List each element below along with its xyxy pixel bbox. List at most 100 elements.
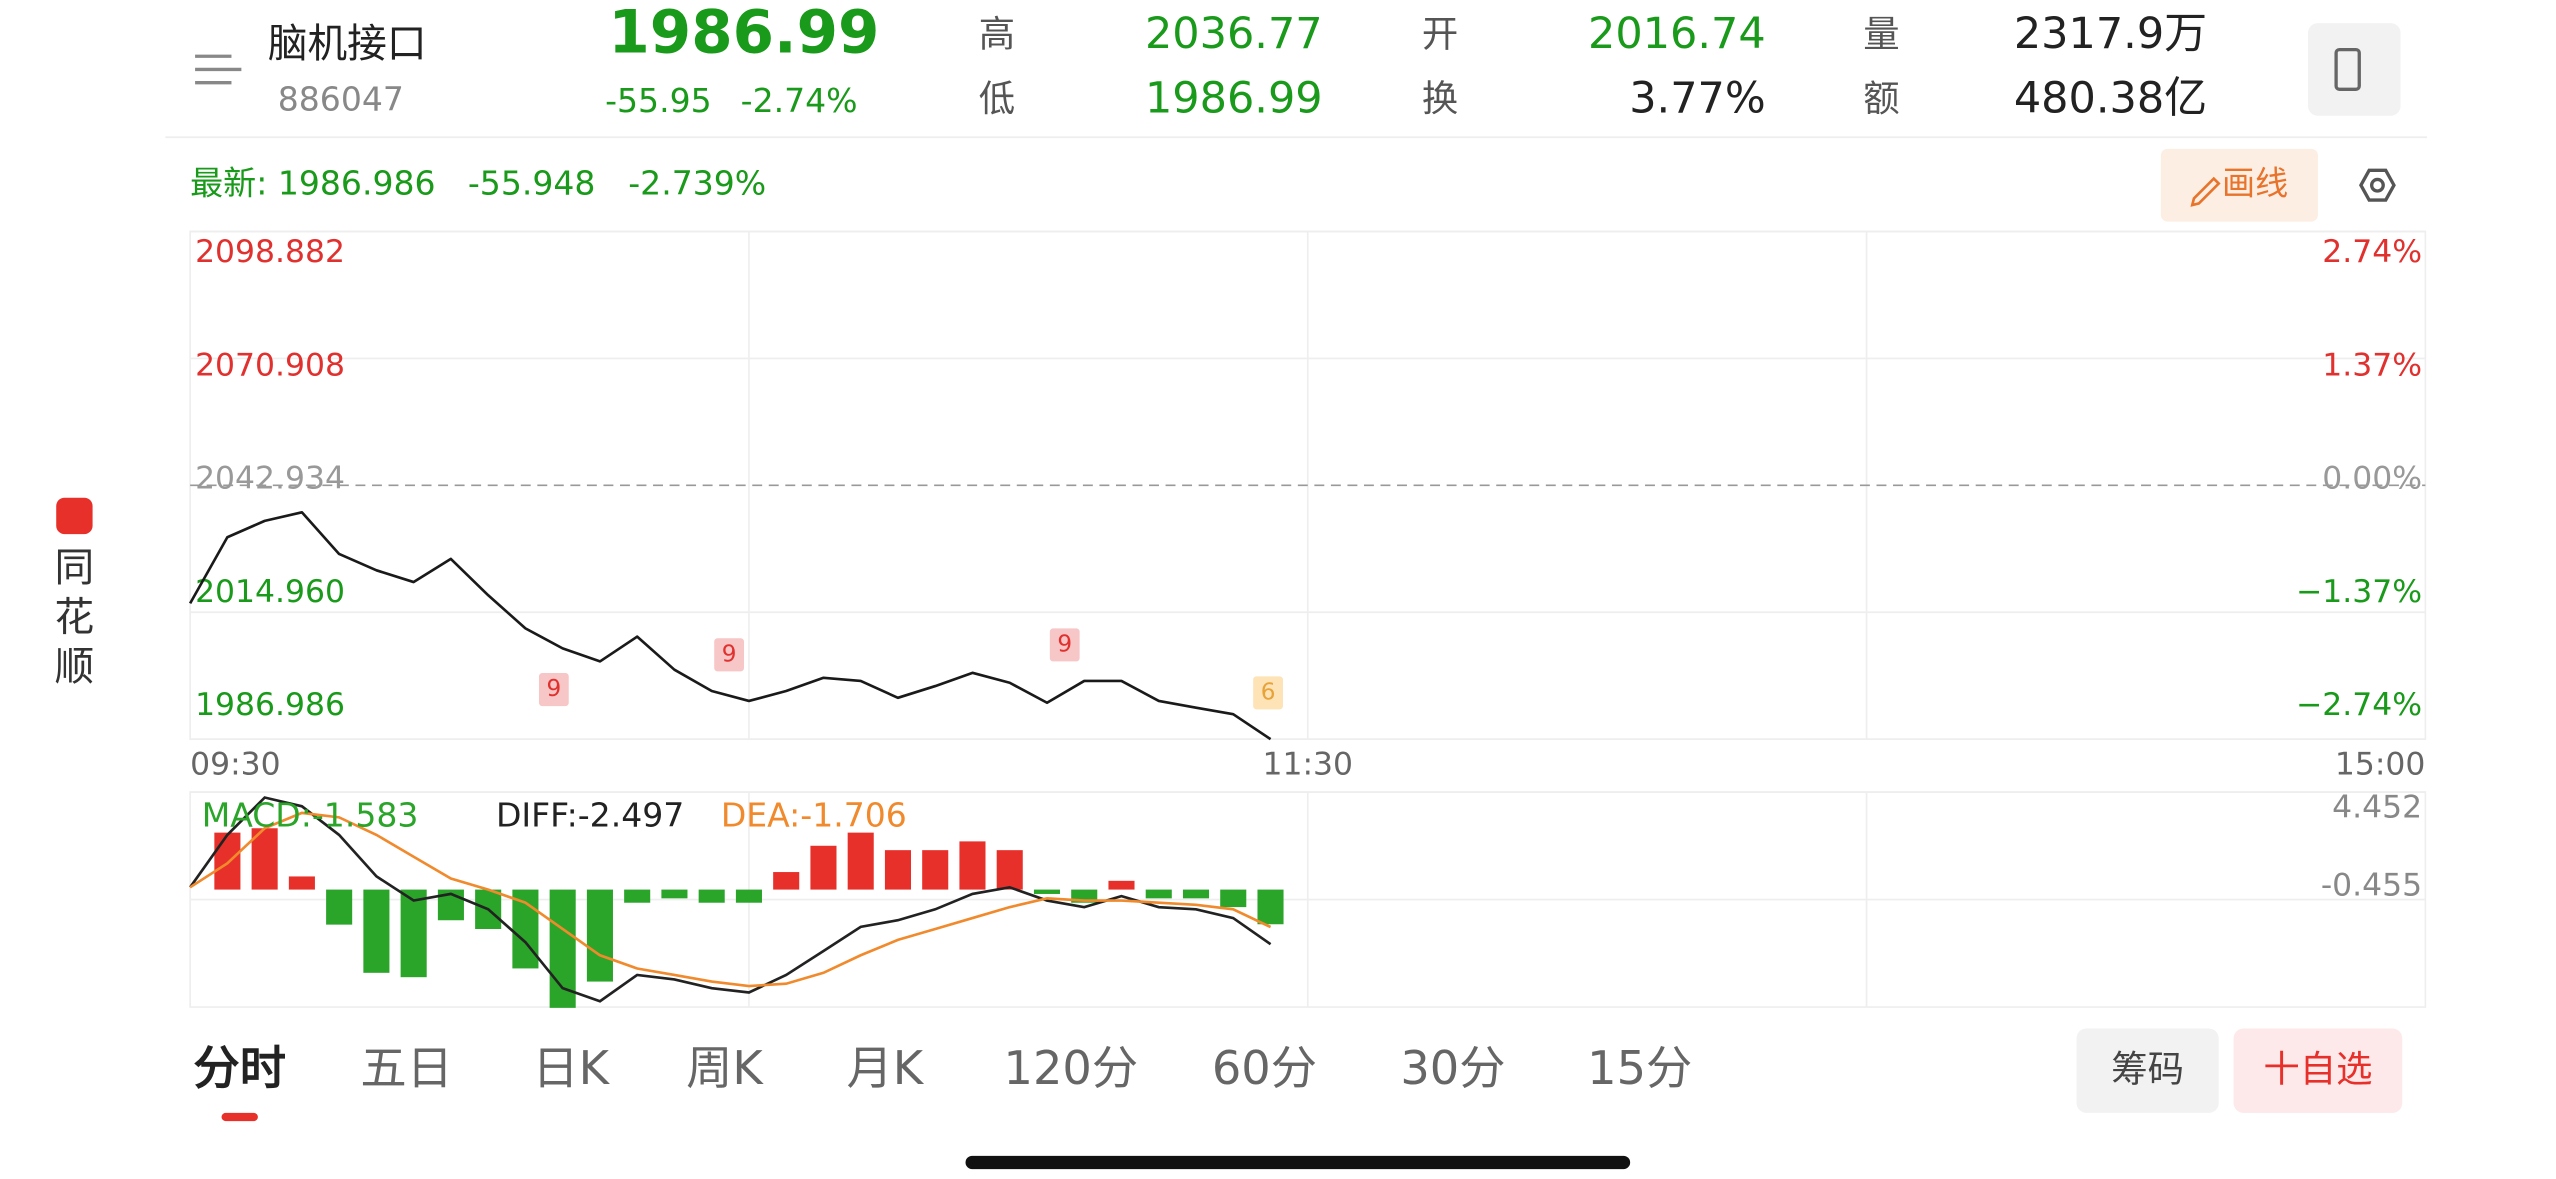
y-tick-label: 2014.960	[195, 574, 345, 610]
stat-label: 开	[1422, 12, 1458, 55]
macd-bar	[326, 889, 353, 925]
chips-button-label: 筹码	[2111, 1048, 2184, 1091]
signal-label: 9	[1057, 631, 1072, 657]
stat-value: 2016.74	[1588, 9, 1766, 59]
macd-bar	[214, 832, 241, 890]
macd-bar	[735, 889, 762, 903]
period-tab[interactable]: 周K	[686, 1041, 764, 1095]
macd-bar	[773, 872, 800, 890]
stat-value: 2317.9万	[2014, 9, 2207, 59]
period-tab[interactable]: 120分	[1004, 1041, 1139, 1095]
last-price: 1986.99	[608, 0, 879, 68]
macd-bar	[1182, 889, 1210, 899]
macd-bar	[884, 850, 912, 890]
menu-icon[interactable]	[195, 54, 242, 85]
macd-bar	[1108, 880, 1135, 890]
macd-bar	[959, 841, 986, 890]
macd-bar	[1257, 889, 1284, 925]
stock-code: 886047	[278, 79, 404, 118]
price-change-pct: -2.74%	[741, 81, 858, 120]
draw-button-label: 画线	[2222, 164, 2288, 203]
signal-label: 6	[1261, 679, 1276, 705]
period-tab[interactable]: 60分	[1212, 1041, 1317, 1095]
x-tick-label: 15:00	[2335, 747, 2426, 783]
y-tick-label: 4.452	[2332, 790, 2422, 826]
period-tab[interactable]: 30分	[1400, 1041, 1505, 1095]
latest-change: -55.948	[468, 164, 596, 203]
signal-badge	[1049, 628, 1080, 662]
signal-badge	[538, 673, 569, 707]
y2-tick-label: 2.74%	[2322, 234, 2422, 270]
app-name-char: 顺	[55, 644, 95, 690]
price-line	[188, 510, 1272, 741]
stat-label: 换	[1422, 77, 1458, 120]
chips-button[interactable]	[2076, 1028, 2219, 1113]
macd-bar	[996, 850, 1023, 890]
signal-label: 9	[546, 676, 561, 702]
macd-bar	[922, 850, 949, 890]
stat-label: 额	[1863, 77, 1899, 120]
app-name-char: 花	[55, 595, 95, 641]
charts: 2098.882 2070.908 2042.934 2014.960 1986.986…	[188, 230, 2426, 1008]
macd-bar	[251, 828, 278, 890]
stat-label: 高	[979, 12, 1015, 55]
period-tab[interactable]: 日K	[532, 1041, 610, 1095]
device-icon	[2334, 47, 2361, 91]
app-icon[interactable]	[56, 497, 93, 535]
stat-value: 3.77%	[1629, 73, 1766, 123]
macd-bar	[847, 832, 874, 890]
settings-icon[interactable]	[2359, 168, 2396, 202]
period-tab[interactable]: 五日	[360, 1041, 453, 1095]
y-tick-label: 2070.908	[195, 347, 345, 383]
macd-bar	[661, 889, 688, 899]
macd-line	[189, 796, 1272, 1003]
signal-label: 9	[722, 641, 737, 667]
macd-bar	[400, 889, 427, 978]
y-tick-label: 2098.882	[195, 234, 345, 270]
stat-label: 低	[979, 77, 1015, 120]
y2-tick-label: −2.74%	[2296, 687, 2422, 723]
stats: 高 2036.77 低 1986.99 开 2016.74 换 3.77% 量 2317.9万额 4…	[979, 9, 2207, 123]
y2-tick-label: −1.37%	[2296, 574, 2422, 610]
settings-icon-dot	[2370, 177, 2385, 193]
legend-entry: DEA:-1.706	[721, 795, 907, 834]
macd-bar	[363, 889, 390, 973]
home-indicator	[965, 1155, 1631, 1170]
macd-bar	[1033, 889, 1061, 894]
legend-entry: MACD:-1.583	[202, 795, 419, 834]
stat-label: 量	[1863, 12, 1899, 55]
macd-bar	[624, 889, 651, 903]
latest-change-pct: -2.739%	[628, 164, 766, 203]
macd-bar	[586, 889, 613, 982]
watchlist-button-label: 十自选	[2263, 1048, 2372, 1091]
price-change: -55.95	[605, 81, 712, 120]
device-button[interactable]	[2308, 23, 2401, 116]
macd-bar	[698, 889, 725, 903]
app-name-char: 同	[55, 545, 95, 591]
macd-line	[189, 811, 1272, 988]
macd-bar	[1220, 889, 1247, 908]
legend-entry: DIFF:-2.497	[496, 795, 684, 834]
period-tab[interactable]: 月K	[846, 1041, 924, 1095]
y2-tick-label: 0.00%	[2322, 461, 2422, 497]
stat-value: 480.38亿	[2014, 73, 2207, 123]
watchlist-button[interactable]	[2233, 1028, 2403, 1113]
stock-name: 脑机接口	[268, 21, 427, 67]
macd-bar	[1145, 889, 1172, 899]
active-tab-indicator	[221, 1112, 258, 1122]
y-tick-label: 1986.986	[195, 687, 345, 723]
latest-price: 最新: 1986.986	[190, 164, 435, 203]
x-tick-label: 11:30	[1263, 747, 1354, 783]
macd-bar	[810, 845, 837, 890]
y-tick-label: -0.455	[2321, 867, 2422, 903]
period-tabs: 分时 五日 日K 周K 月K 120分 60分 30分 15分	[193, 1041, 1692, 1095]
y2-tick-label: 1.37%	[2322, 347, 2422, 383]
period-tab[interactable]: 15分	[1587, 1041, 1692, 1095]
x-tick-label: 09:30	[190, 747, 281, 783]
period-tab[interactable]: 分时	[193, 1041, 286, 1095]
stat-value: 1986.99	[1145, 73, 1323, 123]
pencil-icon	[2190, 176, 2221, 207]
